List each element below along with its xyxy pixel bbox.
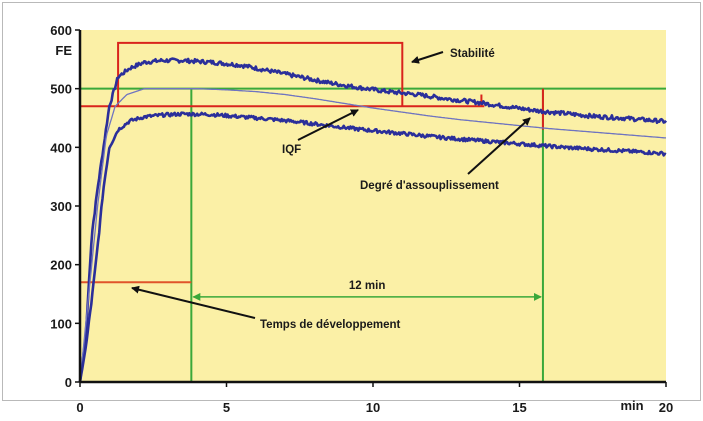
x-tick-label: 15	[512, 400, 526, 415]
y-tick-label: 400	[50, 140, 72, 155]
series-upper-band	[78, 57, 668, 383]
x-tick-label: 20	[659, 400, 673, 415]
annotation-stability: Stabilité	[450, 48, 495, 60]
annotation-development-time: Temps de développement	[260, 319, 401, 331]
y-tick-label: 600	[50, 23, 72, 38]
y-tick-label: 100	[50, 316, 72, 331]
x-tick-label: 10	[366, 400, 380, 415]
x-tick-label: 0	[76, 400, 83, 415]
y-tick-label: 300	[50, 199, 72, 214]
series-lower-band	[78, 111, 667, 383]
y-tick-label: 0	[65, 375, 72, 390]
y-axis-label: FE	[55, 43, 72, 58]
arrow-softening	[467, 117, 531, 175]
series-median	[79, 88, 666, 383]
stability-box	[117, 41, 404, 107]
arrow-iqf	[297, 109, 359, 141]
annotation-degree-of-softening: Degré d'assouplissement	[360, 180, 499, 192]
y-tick-label: 500	[50, 82, 72, 97]
y-tick-label: 200	[50, 258, 72, 273]
annotation-iqf: IQF	[282, 144, 301, 156]
annotation-interval-12min: 12 min	[349, 280, 385, 292]
x-tick-label: 5	[223, 400, 230, 415]
x-axis-label: min	[620, 398, 643, 413]
arrow-stability	[411, 51, 444, 64]
arrow-development	[131, 285, 256, 319]
